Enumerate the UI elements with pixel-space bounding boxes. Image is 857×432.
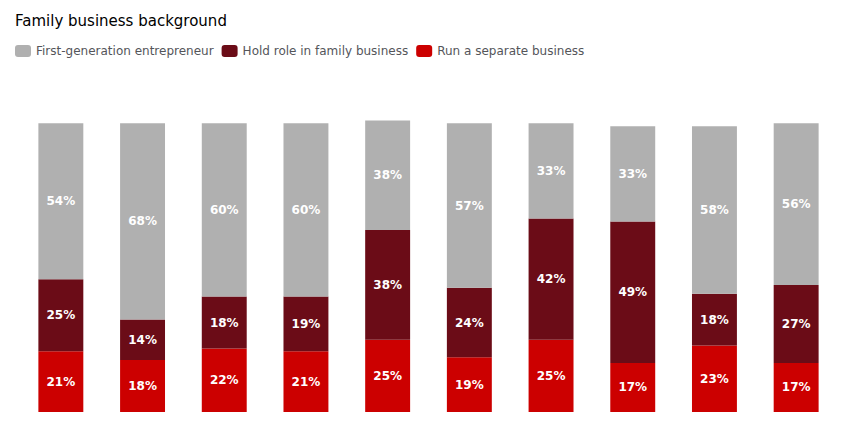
svg-text:68%: 68% [128,214,157,228]
svg-text:17%: 17% [782,380,811,394]
svg-text:57%: 57% [455,199,484,213]
svg-text:22%: 22% [210,373,239,387]
svg-text:Family business background: Family business background [15,12,227,30]
svg-text:21%: 21% [292,375,321,389]
svg-text:Hold role in family business: Hold role in family business [243,44,409,58]
svg-text:54%: 54% [46,194,75,208]
svg-text:21%: 21% [46,375,75,389]
svg-text:38%: 38% [373,278,402,292]
svg-text:33%: 33% [618,167,647,181]
svg-text:25%: 25% [537,369,566,383]
svg-text:First-generation entrepreneur: First-generation entrepreneur [36,44,214,58]
svg-text:49%: 49% [618,285,647,299]
svg-text:Run a separate business: Run a separate business [437,44,584,58]
svg-text:14%: 14% [128,333,157,347]
svg-text:38%: 38% [373,168,402,182]
svg-text:42%: 42% [537,272,566,286]
svg-text:60%: 60% [210,203,239,217]
svg-text:19%: 19% [292,317,321,331]
svg-text:58%: 58% [700,203,729,217]
svg-text:24%: 24% [455,316,484,330]
svg-text:27%: 27% [782,317,811,331]
svg-text:18%: 18% [700,313,729,327]
svg-text:25%: 25% [46,308,75,322]
svg-text:23%: 23% [700,372,729,386]
svg-text:17%: 17% [618,380,647,394]
svg-text:33%: 33% [537,164,566,178]
svg-text:18%: 18% [210,316,239,330]
svg-text:56%: 56% [782,197,811,211]
svg-text:25%: 25% [373,369,402,383]
svg-text:18%: 18% [128,379,157,393]
svg-text:19%: 19% [455,378,484,392]
svg-text:60%: 60% [292,203,321,217]
